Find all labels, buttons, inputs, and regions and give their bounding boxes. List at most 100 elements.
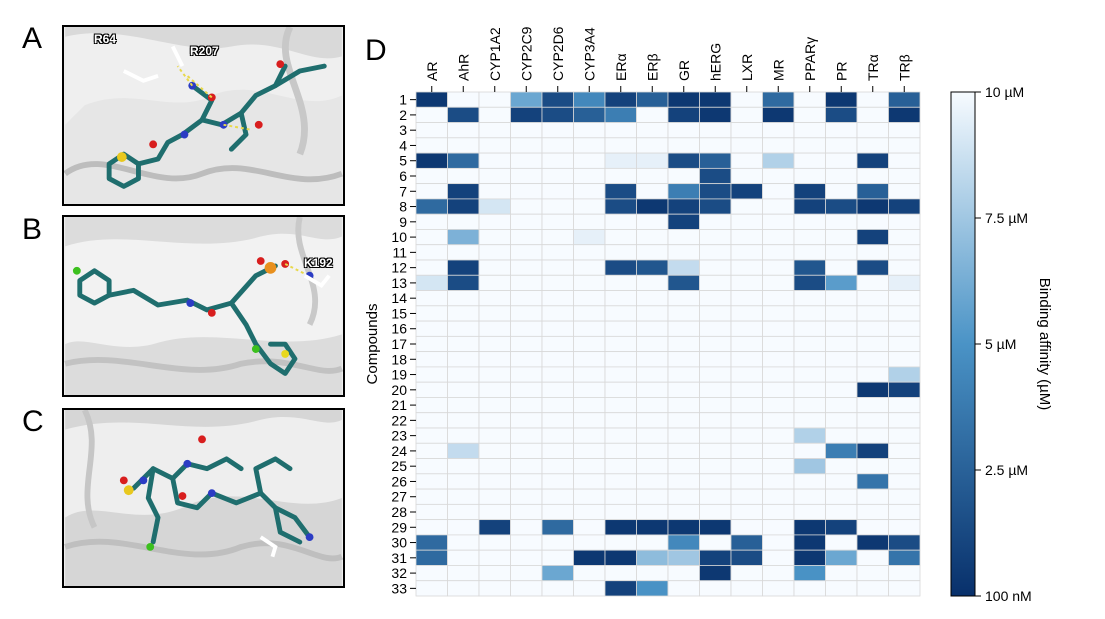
heatmap-cell: [636, 473, 669, 490]
colorbar-label: Binding affinity (µM): [1036, 278, 1053, 411]
heatmap-cell: [604, 427, 637, 444]
heatmap-cell: [447, 442, 480, 459]
heatmap-cell: [636, 549, 669, 566]
heatmap-cell: [636, 565, 669, 582]
heatmap-cell: [762, 473, 795, 490]
heatmap-cell: [730, 458, 763, 475]
heatmap-cell: [699, 565, 732, 582]
heatmap-cell: [825, 458, 858, 475]
heatmap-cell: [541, 549, 574, 566]
column-label: hERG: [707, 43, 723, 81]
heatmap-cell: [447, 565, 480, 582]
heatmap-cell: [478, 244, 511, 261]
heatmap-cell: [856, 503, 889, 521]
heatmap-cell: [510, 442, 543, 459]
heatmap-cell: [447, 351, 480, 368]
row-label: 9: [399, 214, 407, 230]
heatmap-cell: [856, 213, 889, 230]
heatmap-cell: [541, 427, 574, 444]
heatmap-cell: [825, 290, 858, 307]
heatmap-cell: [636, 122, 669, 139]
heatmap-cell: [888, 229, 921, 246]
heatmap-cell: [730, 91, 763, 108]
column-label: GR: [676, 60, 692, 81]
heatmap-cell: [793, 259, 826, 276]
heatmap-cell: [636, 519, 669, 536]
heatmap-cell: [762, 366, 795, 383]
heatmap-cell: [699, 335, 732, 353]
heatmap-cell: [478, 397, 511, 414]
heatmap-cell: [888, 381, 921, 398]
heatmap-cell: [888, 549, 921, 566]
heatmap-cell: [699, 534, 732, 551]
column-label: CYP2C9: [518, 26, 534, 81]
heatmap-cell: [573, 335, 606, 353]
heatmap-cell: [856, 335, 889, 353]
heatmap-cell: [888, 351, 921, 368]
heatmap-cell: [510, 167, 543, 185]
heatmap-cell: [447, 473, 480, 490]
protein-surface-b: [64, 217, 343, 395]
heatmap-cell: [415, 198, 448, 215]
heatmap-cell: [793, 427, 826, 444]
heatmap-cell: [888, 412, 921, 429]
heatmap-cell: [604, 106, 637, 123]
heatmap-cell: [793, 519, 826, 536]
heatmap-cell: [510, 152, 543, 169]
heatmap-cell: [667, 534, 700, 551]
heatmap-cell: [604, 152, 637, 169]
heatmap-cell: [541, 198, 574, 215]
heatmap-cell: [856, 122, 889, 139]
heatmap-cell: [762, 335, 795, 353]
heatmap-cell: [447, 106, 480, 123]
heatmap-cell: [699, 381, 732, 398]
heatmap-cell: [541, 351, 574, 368]
heatmap-cell: [604, 213, 637, 230]
heatmap-cell: [667, 106, 700, 123]
column-label: CYP2D6: [550, 26, 566, 81]
heatmap-cell: [888, 565, 921, 582]
heatmap-cell: [447, 259, 480, 276]
heatmap-cell: [604, 320, 637, 337]
heatmap-cell: [447, 320, 480, 337]
heatmap-cell: [447, 488, 480, 505]
heatmap-cell: [541, 213, 574, 230]
row-label: 7: [399, 183, 407, 199]
colorbar-tick-label: 2.5 µM: [985, 462, 1028, 478]
heatmap-cell: [667, 198, 700, 215]
heatmap-cell: [793, 397, 826, 414]
heatmap-cell: [573, 183, 606, 200]
heatmap-cell: [888, 503, 921, 521]
heatmap-cell: [604, 274, 637, 291]
heatmap-cell: [856, 244, 889, 261]
heatmap-cell: [793, 183, 826, 200]
heatmap-cell: [510, 397, 543, 414]
heatmap-cell: [415, 473, 448, 490]
row-label: 14: [391, 290, 407, 306]
heatmap-cell: [636, 91, 669, 108]
heatmap-cell: [888, 290, 921, 307]
heatmap-cell: [478, 412, 511, 429]
heatmap-cell: [825, 488, 858, 505]
heatmap-cell: [667, 351, 700, 368]
heatmap-cell: [510, 519, 543, 536]
heatmap-cell: [825, 244, 858, 261]
heatmap-cell: [604, 397, 637, 414]
heatmap-cell: [510, 381, 543, 398]
heatmap-cell: [478, 305, 511, 322]
panel-label-d: D: [365, 34, 387, 67]
heatmap-cell: [636, 290, 669, 307]
heatmap-cell: [541, 488, 574, 505]
heatmap-cell: [447, 213, 480, 230]
heatmap-cell: [667, 274, 700, 291]
heatmap-cell: [825, 259, 858, 276]
panel-label-c: C: [22, 405, 44, 438]
heatmap-cell: [699, 549, 732, 566]
heatmap-cell: [573, 152, 606, 169]
heatmap-cell: [856, 565, 889, 582]
column-label: AhR: [455, 54, 471, 81]
heatmap-cell: [604, 305, 637, 322]
heatmap-cell: [510, 91, 543, 108]
heatmap-cell: [699, 397, 732, 414]
heatmap-cell: [604, 534, 637, 551]
